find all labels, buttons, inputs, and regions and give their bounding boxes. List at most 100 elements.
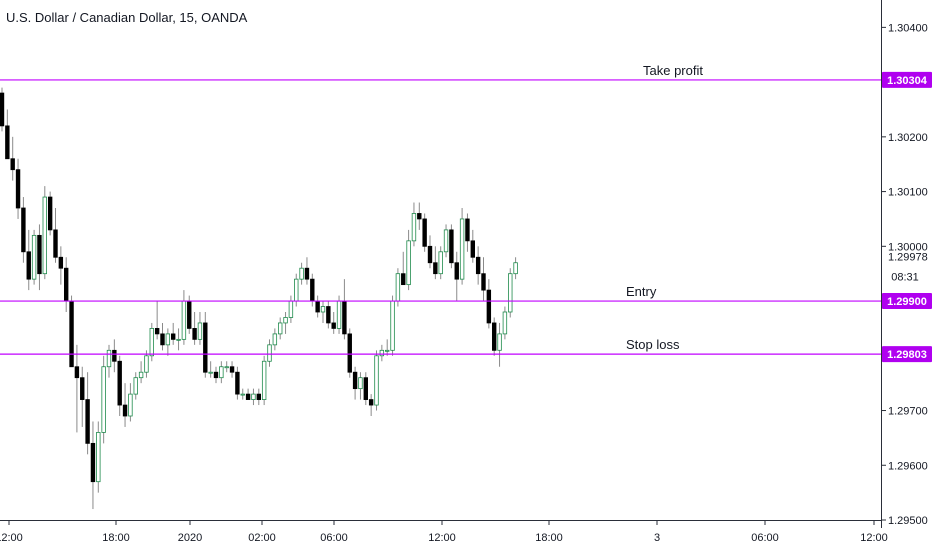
candle-down: [422, 218, 427, 247]
candle-down: [80, 377, 85, 400]
candle-up: [133, 377, 138, 395]
time-tick-label: 12:00: [0, 532, 23, 544]
candle-down: [417, 213, 422, 220]
candle-down: [90, 442, 96, 483]
candle-down: [363, 377, 368, 400]
time-tick-label: 12:00: [428, 532, 456, 544]
chart-title: U.S. Dollar / Canadian Dollar, 15, OANDA: [6, 10, 248, 25]
candle-up: [299, 267, 304, 280]
candle-up: [395, 273, 401, 302]
time-tick-label: 18:00: [102, 532, 130, 544]
candle-up: [459, 218, 465, 280]
candle-down: [449, 229, 454, 264]
candle-down: [331, 322, 336, 329]
candle-down: [58, 256, 64, 269]
candle-down: [170, 333, 176, 340]
candle-down: [53, 229, 58, 258]
bar-countdown: 08:31: [891, 271, 919, 283]
candle-down: [315, 300, 320, 313]
candle-down: [486, 289, 492, 324]
time-tick-label: 02:00: [248, 532, 276, 544]
candle-down: [368, 399, 374, 406]
candle-up: [267, 344, 272, 362]
candle-up: [502, 311, 508, 335]
candle-up: [497, 333, 502, 351]
candle-up: [294, 278, 299, 302]
candle-down: [154, 328, 160, 335]
candle-up: [224, 366, 229, 369]
candle-up: [128, 393, 133, 417]
candle-down: [235, 371, 240, 395]
candle-down: [5, 125, 10, 160]
candle-down: [454, 262, 459, 280]
price-tick-label: 1.30100: [888, 187, 928, 199]
candle-up: [106, 349, 112, 368]
candle-up: [144, 355, 149, 373]
time-tick-label: 06:00: [751, 532, 779, 544]
candle-down: [342, 300, 347, 335]
candle-up: [288, 300, 294, 318]
candle-down: [21, 207, 26, 253]
candle-up: [390, 300, 395, 351]
candle-down: [203, 322, 208, 373]
candle-down: [433, 262, 438, 275]
level-price-tag-text: 1.30304: [887, 75, 928, 87]
level-label: Entry: [626, 284, 657, 299]
candle-up: [374, 355, 379, 406]
candle-up: [508, 273, 513, 313]
candle-up: [96, 432, 101, 483]
candle-up: [384, 349, 390, 352]
candle-down: [117, 360, 122, 406]
candle-down: [401, 273, 406, 286]
time-tick-label: 06:00: [320, 532, 348, 544]
candle-up: [411, 213, 417, 242]
candle-down: [0, 92, 5, 127]
candle-down: [245, 393, 251, 400]
level-label: Stop loss: [626, 337, 680, 352]
candle-down: [310, 278, 315, 302]
candle-down: [352, 371, 358, 390]
candle-up: [379, 349, 385, 357]
candle-up: [42, 196, 47, 275]
candle-down: [69, 300, 74, 368]
last-price-label: 1.29978: [888, 251, 928, 263]
candle-down: [465, 218, 470, 242]
candle-down: [160, 333, 165, 346]
candle-up: [251, 393, 256, 400]
time-tick-label: 18:00: [535, 532, 563, 544]
candle-down: [256, 393, 261, 400]
candle-down: [37, 234, 42, 275]
candle-up: [406, 240, 411, 286]
candle-down: [229, 366, 235, 373]
price-tick-label: 1.29500: [888, 515, 928, 527]
price-tick-label: 1.30400: [888, 22, 928, 34]
candle-down: [187, 300, 192, 329]
level-price-tag: [882, 71, 932, 88]
candle-down: [112, 349, 117, 362]
level-label: Take profit: [643, 63, 703, 78]
time-tick-label: 2020: [178, 532, 202, 544]
candle-up: [358, 377, 363, 390]
candle-down: [427, 245, 433, 264]
price-tick-label: 1.29700: [888, 406, 928, 418]
candle-down: [10, 158, 15, 171]
candle-up: [176, 338, 181, 341]
candle-down: [74, 366, 80, 379]
candle-up: [181, 300, 187, 340]
candle-up: [443, 229, 449, 253]
level-price-tag: [882, 346, 932, 363]
candle-up: [165, 333, 171, 346]
candle-up: [283, 317, 288, 324]
candle-up: [208, 371, 213, 374]
candle-up: [240, 393, 245, 396]
candle-down: [347, 333, 352, 373]
candle-down: [15, 169, 21, 209]
candle-down: [304, 267, 310, 280]
candle-up: [336, 300, 342, 329]
price-tick-label: 1.30200: [888, 132, 928, 144]
candle-down: [481, 273, 486, 291]
candle-down: [326, 306, 331, 324]
candle-down: [475, 256, 481, 275]
candle-up: [149, 328, 154, 357]
